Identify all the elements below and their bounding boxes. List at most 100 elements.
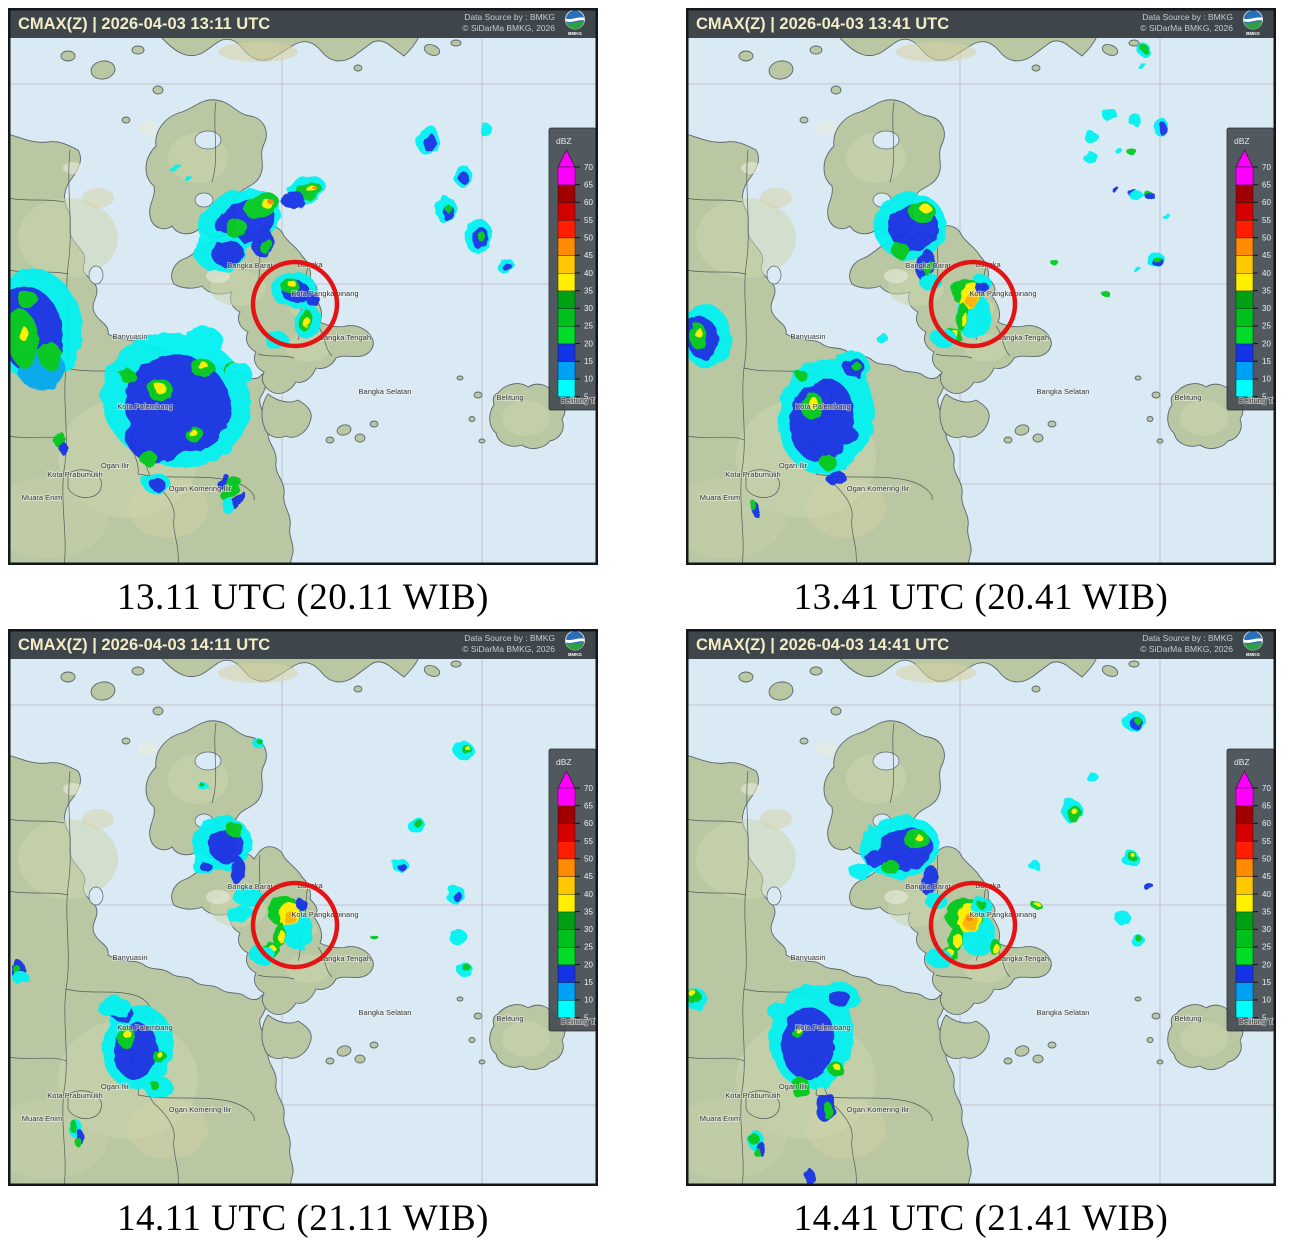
copyright-text: © SiDarMa BMKG, 2026: [462, 644, 555, 654]
legend-tick-label: 10: [1262, 996, 1271, 1005]
map-label: Kota Pangkalpinang: [969, 289, 1036, 298]
map-label: Muara Enim: [22, 493, 62, 502]
map-label: Ogan Komering Ilir: [169, 1105, 232, 1114]
map-label: Belitung Timur: [561, 1017, 598, 1026]
legend-tick-label: 5: [584, 392, 589, 401]
map-label: Kota Pangkalpinang: [291, 910, 358, 919]
legend-title: dBZ: [1234, 757, 1250, 767]
data-source-text: Data Source by : BMKG: [464, 12, 555, 22]
legend-tick-label: 70: [584, 784, 593, 793]
map-label: Bangka Selatan: [359, 1008, 412, 1017]
map-label: Belitung: [1174, 393, 1201, 402]
legend-tick-label: 30: [584, 925, 593, 934]
legend-title: dBZ: [556, 136, 572, 146]
map-label: Kota Pangkalpinang: [291, 289, 358, 298]
map-label: Bangka Tengah: [319, 333, 371, 342]
panel-header: CMAX(Z) | 2026-04-03 14:41 UTC Data Sour…: [686, 629, 1276, 659]
map-label: Ogan Ilir: [779, 461, 808, 470]
map-area: dBZ 70 65 60 55 50 45 40 35 30 25 20 15 10 5 Bangka Ba…: [8, 659, 598, 1186]
legend-tick-label: 55: [584, 837, 593, 846]
legend-tick-label: 50: [584, 854, 593, 863]
island-north-chain: [839, 659, 1097, 683]
legend-tick-label: 45: [1262, 251, 1271, 260]
panel-title: CMAX(Z) | 2026-04-03 13:41 UTC: [696, 15, 949, 33]
legend-tick-label: 40: [584, 890, 593, 899]
legend-tick-label: 65: [1262, 180, 1271, 189]
map-label: Ogan Komering Ilir: [847, 1105, 910, 1114]
legend-tick-label: 55: [584, 216, 593, 225]
map-label: Kota Palembang: [117, 1023, 172, 1032]
legend-tick-label: 65: [584, 801, 593, 810]
dbz-legend: dBZ 70 65 60 55 50 45 40 35 30 25 20 15 10 5: [1226, 127, 1275, 411]
bangka-south-peninsula: [939, 1014, 990, 1059]
map-label: Belitung: [496, 1014, 523, 1023]
legend-tick-label: 15: [1262, 357, 1271, 366]
map-label: Muara Enim: [22, 1114, 62, 1123]
radar-panel: dBZ 70 65 60 55 50 45 40 35 30 25 20 15 10 5 Bangka Ba…: [8, 629, 598, 1250]
copyright-text: © SiDarMa BMKG, 2026: [1140, 644, 1233, 654]
panel-header: CMAX(Z) | 2026-04-03 14:11 UTC Data Sour…: [8, 629, 598, 659]
legend-tick-label: 5: [584, 1013, 589, 1022]
dbz-legend: dBZ 70 65 60 55 50 45 40 35 30 25 20 15 10 5: [548, 127, 597, 411]
legend-tick-label: 65: [1262, 801, 1271, 810]
map-label: Ogan Ilir: [101, 461, 130, 470]
panel-title: CMAX(Z) | 2026-04-03 14:11 UTC: [18, 636, 270, 654]
radar-map: dBZ 70 65 60 55 50 45 40 35 30 25 20 15 10 5 Bangka Ba…: [686, 629, 1276, 1186]
legend-tick-label: 30: [584, 304, 593, 313]
alert-circle: [928, 880, 1018, 970]
legend-tick-label: 50: [584, 233, 593, 242]
panel-caption: 14.41 UTC (21.41 WIB): [793, 1197, 1169, 1239]
legend-tick-label: 45: [584, 251, 593, 260]
dbz-legend: dBZ 70 65 60 55 50 45 40 35 30 25 20 15 10 5: [1226, 748, 1275, 1032]
legend-tick-label: 10: [1262, 375, 1271, 384]
map-label: Bangka Barat: [227, 882, 273, 891]
map-label: Belitung Timur: [1239, 1017, 1276, 1026]
island-north-chain: [161, 38, 419, 62]
map-label: Banyuasin: [112, 332, 147, 341]
map-label: Bangka Selatan: [359, 387, 412, 396]
map-area: dBZ 70 65 60 55 50 45 40 35 30 25 20 15 10 5 Bangka Ba…: [8, 38, 598, 565]
map-label: Kota Prabumulih: [47, 1091, 102, 1100]
legend-tick-label: 20: [584, 339, 593, 348]
legend-tick-label: 45: [1262, 872, 1271, 881]
bangka-south-peninsula: [261, 1014, 312, 1059]
copyright-text: © SiDarMa BMKG, 2026: [1140, 23, 1233, 33]
map-label: Kota Palembang: [795, 402, 850, 411]
legend-tick-label: 35: [584, 286, 593, 295]
bmkg-logo: BMKG: [1243, 630, 1263, 657]
map-label: Bangka Selatan: [1037, 387, 1090, 396]
legend-tick-label: 25: [1262, 322, 1271, 331]
panel-caption: 13.41 UTC (20.41 WIB): [793, 576, 1169, 618]
legend-title: dBZ: [1234, 136, 1250, 146]
map-label: Bangka Barat: [905, 261, 951, 270]
copyright-text: © SiDarMa BMKG, 2026: [462, 23, 555, 33]
radar-echoes: [11, 738, 474, 1147]
map-label: Bangka Tengah: [319, 954, 371, 963]
map-label: Muara Enim: [700, 1114, 740, 1123]
legend-tick-label: 25: [584, 943, 593, 952]
legend-tick-label: 5: [1262, 392, 1267, 401]
map-label: Ogan Komering Ilir: [847, 484, 910, 493]
bmkg-logo-text: BMKG: [568, 31, 582, 36]
radar-map: dBZ 70 65 60 55 50 45 40 35 30 25 20 15 10 5 Bangka Ba…: [686, 8, 1276, 565]
lakes: [766, 130, 900, 285]
map-area: dBZ 70 65 60 55 50 45 40 35 30 25 20 15 10 5 Bangka Ba…: [686, 659, 1276, 1186]
map-label: Kota Palembang: [117, 402, 172, 411]
lakes: [88, 751, 222, 906]
legend-tick-label: 60: [1262, 819, 1271, 828]
map-label: Ogan Komering Ilir: [169, 484, 232, 493]
data-source-text: Data Source by : BMKG: [464, 633, 555, 643]
radar-panel: dBZ 70 65 60 55 50 45 40 35 30 25 20 15 10 5 Bangka Ba…: [686, 8, 1276, 629]
bmkg-logo-text: BMKG: [1246, 652, 1260, 657]
panel-title: CMAX(Z) | 2026-04-03 14:41 UTC: [696, 636, 949, 654]
legend-tick-label: 55: [1262, 216, 1271, 225]
legend-tick-label: 35: [584, 907, 593, 916]
radar-map: dBZ 70 65 60 55 50 45 40 35 30 25 20 15 10 5 Bangka Ba…: [8, 629, 598, 1186]
map-label: Belitung: [1174, 1014, 1201, 1023]
map-label: Bangka Tengah: [997, 333, 1049, 342]
map-label: Muara Enim: [700, 493, 740, 502]
panel-header: CMAX(Z) | 2026-04-03 13:41 UTC Data Sour…: [686, 8, 1276, 38]
island-north-chain: [161, 659, 419, 683]
